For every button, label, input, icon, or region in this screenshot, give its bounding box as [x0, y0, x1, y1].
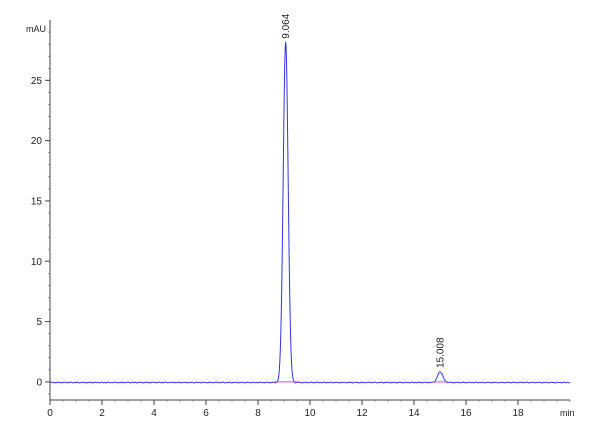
- x-tick-label: 6: [203, 408, 209, 419]
- x-axis-unit-label: min: [560, 408, 575, 418]
- plot-area: [49, 41, 571, 384]
- x-tick-label: 14: [408, 408, 420, 419]
- y-tick-label: 25: [31, 76, 43, 87]
- y-tick-label: 10: [31, 257, 43, 268]
- x-tick-label: 0: [47, 408, 53, 419]
- x-tick-label: 8: [255, 408, 261, 419]
- x-tick-label: 2: [99, 408, 105, 419]
- x-tick-label: 12: [356, 408, 368, 419]
- y-tick-label: 5: [36, 317, 42, 328]
- y-tick-label: 0: [36, 377, 42, 388]
- peak-label: 9.064: [281, 13, 292, 38]
- y-tick-label: 20: [31, 136, 43, 147]
- y-tick-label: 15: [31, 196, 43, 207]
- x-tick-label: 16: [460, 408, 472, 419]
- x-tick-label: 18: [512, 408, 524, 419]
- y-axis-unit-label: mAU: [26, 24, 46, 34]
- peak-label: 15.008: [436, 337, 447, 368]
- x-tick-label: 4: [151, 408, 157, 419]
- chromatogram-trace: [49, 41, 571, 384]
- axes: [45, 20, 571, 405]
- labels: 0 5 10 15 20 25 0 2 4 6 8 10 12 14 16 18 mAU min 9.064 15.0…: [26, 13, 575, 419]
- x-tick-label: 10: [304, 408, 316, 419]
